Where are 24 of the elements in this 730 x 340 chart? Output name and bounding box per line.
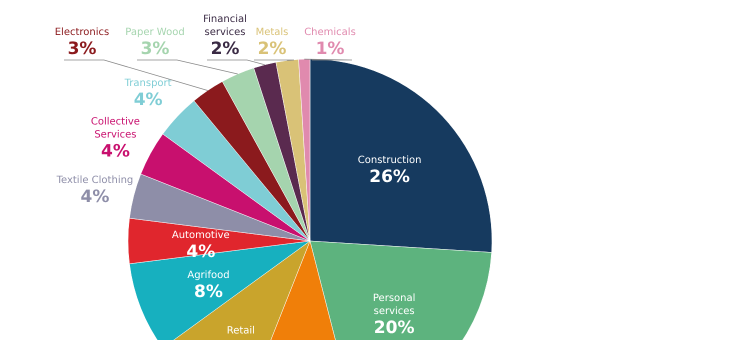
data-label: 20% xyxy=(374,318,414,338)
slice-label: Transport xyxy=(124,78,172,90)
slice-label: Financial services xyxy=(203,14,247,38)
data-label: 4% xyxy=(100,142,130,162)
slice-label: Construction xyxy=(358,155,422,166)
slice-label: Electronics xyxy=(54,27,110,38)
data-label: 2% xyxy=(258,39,286,59)
data-label: 2% xyxy=(210,39,240,59)
data-label: 3% xyxy=(140,39,170,59)
slice-label: Agrifood xyxy=(187,270,230,282)
slice-label: Automotive xyxy=(172,230,230,241)
data-label: 1% xyxy=(316,39,344,59)
data-label: 4% xyxy=(134,90,163,110)
slice-label: Chemicals xyxy=(304,27,356,38)
data-label: 4% xyxy=(80,186,110,207)
data-label: 3% xyxy=(68,39,96,59)
slice-label: Personal services xyxy=(372,293,416,318)
slice-label: Collective Services xyxy=(90,116,140,141)
data-label: 26% xyxy=(369,167,410,188)
data-label: 8% xyxy=(194,282,223,302)
slice-label: Textile Clothing xyxy=(56,174,134,186)
slice-label: Paper Wood xyxy=(125,27,185,38)
slice-label: Retail xyxy=(226,326,255,337)
slice-label: Metals xyxy=(256,27,288,38)
